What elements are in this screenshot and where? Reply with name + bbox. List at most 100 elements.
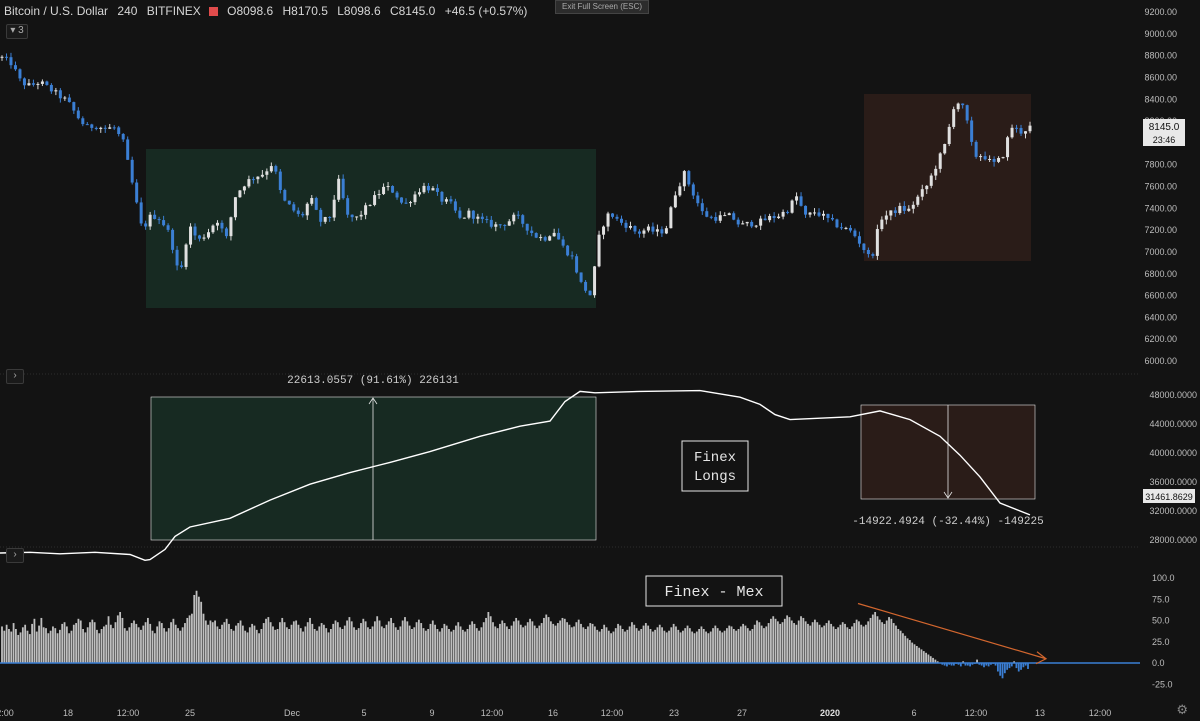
diff-bar	[640, 629, 643, 663]
candle-body	[54, 90, 58, 92]
candle-body	[1010, 127, 1014, 138]
countdown-tag	[1143, 133, 1185, 146]
diff-bar	[1003, 663, 1006, 674]
diff-bar	[628, 626, 631, 663]
diff-bar	[107, 616, 110, 663]
pane-collapse-button-diff[interactable]: ›	[6, 548, 24, 563]
diff-bar	[990, 663, 992, 665]
diff-bar	[767, 623, 770, 663]
candle-body	[103, 127, 107, 129]
candle-body	[768, 215, 772, 221]
diff-bar	[121, 617, 124, 663]
diff-bar	[501, 620, 504, 663]
candle-body	[27, 83, 31, 86]
candle-body	[269, 166, 273, 172]
diff-bar	[902, 633, 904, 663]
diff-bar	[216, 626, 219, 663]
indicators-toggle-button[interactable]: ▾ 3	[6, 24, 28, 39]
candle-body	[871, 254, 875, 256]
candle-body	[682, 171, 686, 187]
longs-last-value-label: 31461.8629	[1145, 492, 1193, 502]
candle-body	[314, 198, 318, 210]
diff-bar	[283, 622, 286, 663]
diff-bar	[682, 630, 684, 663]
diff-bar	[267, 617, 270, 663]
candle-body	[476, 216, 480, 219]
gear-icon[interactable]: ⚙	[1176, 702, 1188, 717]
diff-bar	[739, 626, 742, 663]
chart-header: Bitcoin / U.S. Dollar 240 BITFINEX O8098…	[4, 4, 533, 18]
candle-body	[409, 202, 413, 204]
diff-bar	[394, 627, 397, 663]
candle-body	[364, 205, 368, 215]
diff-bar	[258, 633, 260, 663]
diff-bar	[899, 630, 902, 663]
diff-bar	[237, 623, 240, 663]
diff-bar	[304, 626, 307, 663]
candle-body	[346, 198, 350, 215]
diff-bar	[24, 624, 27, 663]
diff-bar	[1001, 663, 1004, 679]
diff-bar	[350, 621, 353, 663]
diff-bar	[445, 625, 448, 663]
diff-bar	[848, 629, 851, 663]
diff-bar	[663, 630, 666, 663]
diff-bar	[827, 620, 830, 663]
ohlc-low: L8098.6	[337, 4, 381, 18]
diff-bar	[656, 627, 659, 663]
candle-body	[480, 216, 484, 220]
diff-bar	[790, 620, 793, 663]
finex-longs-label-box	[681, 440, 749, 492]
diff-bar	[781, 622, 784, 663]
pane-collapse-button-longs[interactable]: ›	[6, 369, 24, 384]
diff-bar	[123, 628, 126, 663]
candle-body	[274, 166, 278, 172]
diff-bar	[193, 595, 196, 663]
candle-body	[795, 196, 799, 201]
diff-bar	[211, 622, 214, 663]
time-tick-label: 5	[361, 708, 366, 718]
diff-bar	[105, 624, 108, 663]
diff-bar	[156, 626, 159, 663]
diff-bar	[814, 619, 816, 663]
diff-bar	[174, 624, 177, 663]
time-tick-label: 18	[63, 708, 73, 718]
diff-bar	[753, 624, 756, 663]
diff-bar	[749, 630, 751, 663]
diff-bar	[276, 629, 279, 663]
diff-bar	[996, 663, 999, 672]
diff-bar	[658, 624, 661, 663]
price-tick-label: 7200.00	[1144, 225, 1177, 235]
candle-body	[830, 217, 834, 220]
diff-bar	[832, 626, 835, 663]
diff-bar	[693, 633, 696, 663]
candle-body	[557, 232, 561, 240]
diff-bar	[702, 629, 705, 663]
diff-bar	[68, 633, 71, 663]
diff-bar	[811, 622, 814, 663]
candle-body	[925, 185, 929, 190]
measure-green-arrowhead	[368, 397, 378, 405]
diff-bar	[480, 627, 483, 663]
candle-body	[126, 139, 130, 160]
exit-fullscreen-button[interactable]: Exit Full Screen (ESC)	[555, 0, 649, 14]
diff-bar	[841, 622, 844, 663]
diff-bar	[1008, 663, 1011, 669]
candle-body	[413, 194, 417, 203]
candle-body	[880, 219, 884, 230]
candle-body	[49, 84, 53, 92]
candle-body	[570, 255, 574, 257]
candle-body	[597, 234, 601, 267]
interval[interactable]: 240	[117, 4, 138, 18]
candle-body	[790, 200, 794, 213]
diff-bar	[392, 623, 395, 663]
symbol-name[interactable]: Bitcoin / U.S. Dollar	[4, 4, 109, 18]
diff-bar	[976, 659, 978, 663]
diff-bar	[12, 623, 15, 663]
diff-bar	[54, 628, 57, 663]
candle-body	[808, 212, 812, 215]
diff-bar	[327, 632, 330, 663]
candle-body	[750, 221, 754, 227]
candle-body	[283, 190, 287, 201]
